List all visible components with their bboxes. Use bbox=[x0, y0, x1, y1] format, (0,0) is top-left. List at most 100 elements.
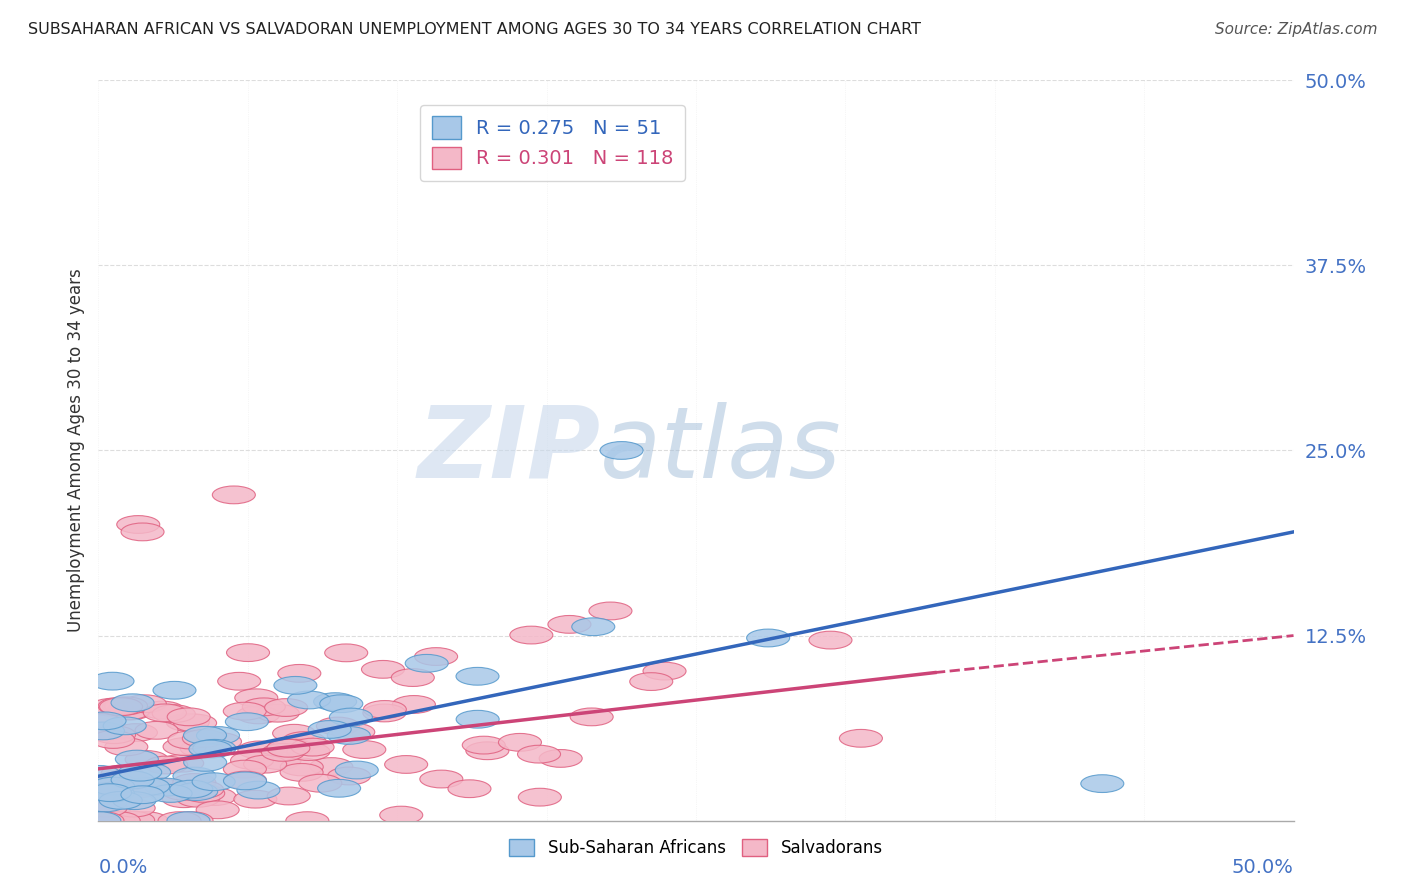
Ellipse shape bbox=[181, 784, 225, 802]
Ellipse shape bbox=[270, 739, 314, 757]
Ellipse shape bbox=[235, 689, 278, 706]
Ellipse shape bbox=[538, 749, 582, 767]
Ellipse shape bbox=[107, 702, 150, 720]
Ellipse shape bbox=[224, 702, 266, 720]
Ellipse shape bbox=[111, 771, 155, 789]
Ellipse shape bbox=[363, 704, 406, 722]
Ellipse shape bbox=[157, 812, 201, 830]
Ellipse shape bbox=[111, 811, 155, 829]
Ellipse shape bbox=[747, 629, 790, 647]
Ellipse shape bbox=[193, 739, 236, 757]
Ellipse shape bbox=[287, 743, 330, 761]
Ellipse shape bbox=[143, 704, 187, 722]
Ellipse shape bbox=[264, 698, 308, 716]
Ellipse shape bbox=[167, 812, 209, 830]
Ellipse shape bbox=[499, 733, 541, 751]
Text: 50.0%: 50.0% bbox=[1232, 858, 1294, 877]
Ellipse shape bbox=[173, 767, 217, 785]
Ellipse shape bbox=[91, 812, 135, 830]
Text: Source: ZipAtlas.com: Source: ZipAtlas.com bbox=[1215, 22, 1378, 37]
Ellipse shape bbox=[145, 756, 188, 774]
Ellipse shape bbox=[91, 673, 134, 690]
Ellipse shape bbox=[91, 789, 135, 805]
Ellipse shape bbox=[77, 812, 121, 830]
Ellipse shape bbox=[280, 764, 323, 781]
Text: 0.0%: 0.0% bbox=[98, 858, 148, 877]
Ellipse shape bbox=[224, 760, 266, 778]
Ellipse shape bbox=[83, 778, 127, 796]
Ellipse shape bbox=[177, 789, 219, 807]
Ellipse shape bbox=[308, 721, 352, 739]
Legend: Sub-Saharan Africans, Salvadorans: Sub-Saharan Africans, Salvadorans bbox=[502, 832, 890, 864]
Ellipse shape bbox=[153, 681, 195, 699]
Ellipse shape bbox=[105, 738, 148, 756]
Ellipse shape bbox=[141, 701, 184, 719]
Ellipse shape bbox=[329, 708, 373, 726]
Ellipse shape bbox=[174, 782, 218, 800]
Ellipse shape bbox=[128, 764, 170, 781]
Ellipse shape bbox=[184, 726, 226, 744]
Ellipse shape bbox=[224, 772, 267, 789]
Ellipse shape bbox=[236, 706, 280, 723]
Ellipse shape bbox=[643, 662, 686, 680]
Ellipse shape bbox=[328, 727, 370, 744]
Ellipse shape bbox=[103, 698, 146, 715]
Ellipse shape bbox=[600, 442, 643, 459]
Ellipse shape bbox=[839, 730, 883, 747]
Ellipse shape bbox=[111, 694, 155, 712]
Ellipse shape bbox=[91, 784, 135, 802]
Ellipse shape bbox=[82, 722, 125, 739]
Ellipse shape bbox=[548, 615, 591, 633]
Ellipse shape bbox=[193, 788, 236, 805]
Ellipse shape bbox=[83, 796, 127, 814]
Ellipse shape bbox=[519, 789, 561, 806]
Ellipse shape bbox=[517, 746, 561, 763]
Ellipse shape bbox=[91, 777, 135, 795]
Ellipse shape bbox=[274, 676, 316, 694]
Ellipse shape bbox=[198, 732, 242, 750]
Ellipse shape bbox=[112, 792, 156, 810]
Ellipse shape bbox=[267, 739, 309, 757]
Ellipse shape bbox=[115, 750, 159, 768]
Ellipse shape bbox=[283, 731, 325, 749]
Ellipse shape bbox=[173, 714, 217, 732]
Ellipse shape bbox=[589, 602, 631, 620]
Ellipse shape bbox=[160, 755, 204, 772]
Ellipse shape bbox=[243, 756, 287, 773]
Ellipse shape bbox=[121, 523, 165, 541]
Ellipse shape bbox=[285, 812, 329, 830]
Ellipse shape bbox=[212, 486, 256, 504]
Ellipse shape bbox=[335, 761, 378, 779]
Ellipse shape bbox=[83, 712, 127, 730]
Ellipse shape bbox=[163, 738, 207, 756]
Ellipse shape bbox=[572, 618, 614, 636]
Ellipse shape bbox=[79, 714, 122, 731]
Ellipse shape bbox=[115, 780, 159, 798]
Ellipse shape bbox=[415, 648, 457, 665]
Ellipse shape bbox=[101, 765, 143, 783]
Ellipse shape bbox=[456, 710, 499, 728]
Ellipse shape bbox=[273, 724, 315, 742]
Ellipse shape bbox=[136, 778, 179, 796]
Ellipse shape bbox=[184, 754, 226, 772]
Ellipse shape bbox=[166, 714, 209, 731]
Ellipse shape bbox=[380, 806, 423, 824]
Ellipse shape bbox=[309, 757, 353, 775]
Ellipse shape bbox=[93, 726, 135, 744]
Ellipse shape bbox=[316, 717, 360, 735]
Ellipse shape bbox=[180, 780, 224, 798]
Y-axis label: Unemployment Among Ages 30 to 34 years: Unemployment Among Ages 30 to 34 years bbox=[66, 268, 84, 632]
Ellipse shape bbox=[231, 752, 274, 769]
Ellipse shape bbox=[278, 665, 321, 682]
Ellipse shape bbox=[262, 744, 305, 761]
Ellipse shape bbox=[77, 765, 121, 783]
Ellipse shape bbox=[225, 713, 269, 731]
Ellipse shape bbox=[127, 778, 170, 796]
Ellipse shape bbox=[233, 790, 277, 808]
Ellipse shape bbox=[167, 731, 211, 749]
Ellipse shape bbox=[90, 698, 134, 716]
Ellipse shape bbox=[105, 770, 148, 788]
Ellipse shape bbox=[449, 780, 491, 797]
Ellipse shape bbox=[291, 739, 335, 756]
Ellipse shape bbox=[121, 786, 165, 804]
